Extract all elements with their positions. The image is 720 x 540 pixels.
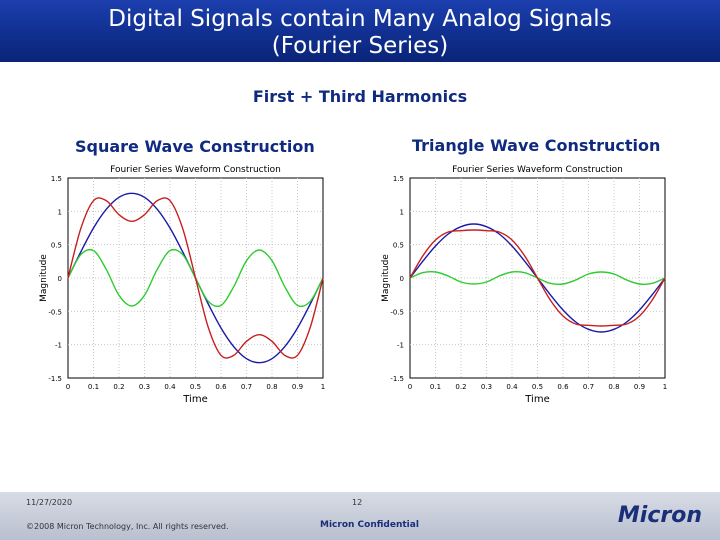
y-tick-label: 0 [58, 275, 62, 283]
micron-logo: Micron [617, 503, 702, 528]
y-tick-label: 0.5 [393, 242, 404, 250]
y-tick-label: -1 [55, 342, 62, 350]
x-tick-label: 0.8 [608, 383, 619, 391]
x-tick-label: 0.2 [113, 383, 124, 391]
triangle-wave-chart: 0 0.1 0.2 0.3 0.4 0.5 0.6 0.7 0.8 0.9 1 1.5 1 0.5 0 -0.… [381, 165, 667, 405]
x-tick-label: 0.3 [139, 383, 150, 391]
y-axis-label: Magnitude [39, 254, 49, 302]
x-tick-label: 0.4 [506, 383, 518, 391]
title-bar: Digital Signals contain Many Analog Sign… [0, 0, 720, 62]
y-tick-label: 0.5 [51, 242, 62, 250]
x-tick-label: 0.7 [583, 383, 594, 391]
x-axis-label: Time [524, 394, 549, 405]
x-tick-label: 0.4 [164, 383, 176, 391]
x-tick-label: 0.9 [292, 383, 303, 391]
series-line-2 [409, 229, 666, 327]
y-tick-label: -0.5 [48, 308, 62, 316]
x-tick-label: 0.5 [190, 383, 201, 391]
y-tick-label: 1 [58, 208, 62, 216]
x-tick-label: 1 [321, 383, 325, 391]
footer: 11/27/2020 12 ©2008 Micron Technology, I… [0, 492, 720, 540]
x-tick-label: 0.2 [455, 383, 466, 391]
x-tick-label: 0.3 [481, 383, 492, 391]
square-wave-chart: 0 0.1 0.2 0.3 0.4 0.5 0.6 0.7 0.8 0.9 1 1.5 1 0.5 0 -0.… [39, 165, 325, 405]
footer-date: 11/27/2020 [26, 498, 73, 507]
footer-copyright: ©2008 Micron Technology, Inc. All rights… [26, 522, 229, 531]
square-wave-panel-title: Square Wave Construction [75, 137, 315, 156]
x-tick-label: 0.7 [241, 383, 252, 391]
y-tick-label: 0 [400, 275, 404, 283]
x-tick-label: 0.5 [532, 383, 543, 391]
slide-subtitle: First + Third Harmonics [252, 87, 468, 106]
x-tick-label: 1 [663, 383, 667, 391]
x-tick-label: 0.6 [557, 383, 569, 391]
y-tick-label: 1.5 [51, 175, 62, 183]
x-tick-label: 0.1 [88, 383, 99, 391]
x-tick-label: 0 [66, 383, 70, 391]
y-tick-label: 1 [400, 208, 404, 216]
x-tick-label: 0 [408, 383, 412, 391]
y-axis-label: Magnitude [381, 254, 391, 302]
chart-title: Fourier Series Waveform Construction [452, 165, 623, 175]
x-tick-label: 0.1 [430, 383, 441, 391]
x-tick-label: 0.9 [634, 383, 645, 391]
slide-title-line1: Digital Signals contain Many Analog Sign… [108, 6, 612, 32]
footer-confidential: Micron Confidential [320, 520, 419, 530]
y-tick-label: 1.5 [393, 175, 404, 183]
footer-page-number: 12 [352, 498, 363, 507]
chart-title: Fourier Series Waveform Construction [110, 165, 281, 175]
y-tick-label: -1 [397, 342, 404, 350]
y-tick-label: -1.5 [48, 375, 62, 383]
x-axis-label: Time [182, 394, 207, 405]
x-tick-label: 0.6 [215, 383, 227, 391]
slide-title-line2: (Fourier Series) [271, 33, 449, 59]
y-tick-label: -0.5 [390, 308, 404, 316]
y-tick-label: -1.5 [390, 375, 404, 383]
triangle-wave-panel-title: Triangle Wave Construction [412, 136, 661, 155]
x-tick-label: 0.8 [266, 383, 277, 391]
series-line-2 [67, 197, 324, 359]
